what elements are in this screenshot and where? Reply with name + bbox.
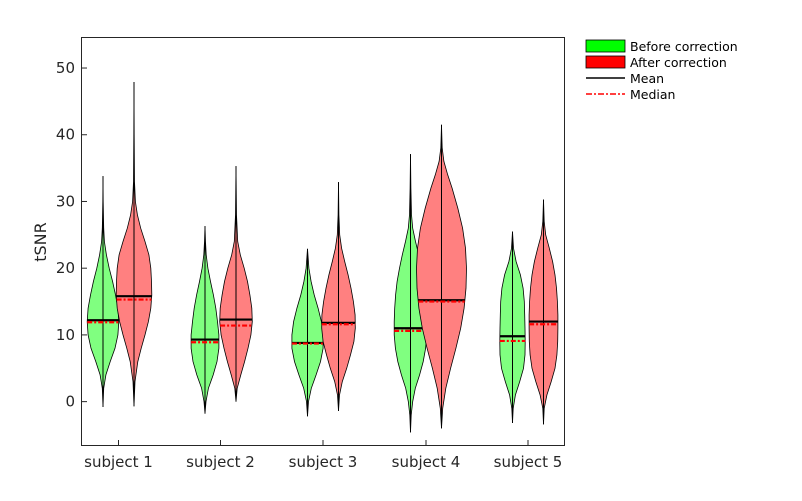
- y-axis: 0 10 20 30 40 50: [56, 59, 87, 411]
- y-tick-label: 30: [56, 192, 75, 210]
- y-tick-label: 0: [65, 393, 75, 411]
- violin-after-5: [528, 199, 559, 425]
- x-tick-label: subject 1: [84, 453, 153, 471]
- y-tick-label: 40: [56, 126, 75, 144]
- violin-before-4: [393, 154, 428, 433]
- violin-before-1: [86, 176, 120, 408]
- x-tick-label: subject 4: [392, 453, 461, 471]
- legend-label-median: Median: [630, 87, 675, 102]
- legend: Before correction After correction Mean …: [585, 39, 738, 102]
- violin-after-1: [115, 81, 153, 407]
- y-tick-label: 10: [56, 326, 75, 344]
- plot-area-frame: [81, 37, 565, 446]
- x-tick-label: subject 3: [289, 453, 358, 471]
- y-tick-label: 20: [56, 259, 75, 277]
- x-tick-label: subject 5: [494, 453, 563, 471]
- violin-before-3: [291, 248, 324, 417]
- legend-label-after: After correction: [630, 55, 727, 70]
- x-axis: subject 1 subject 2 subject 3 subject 4 subj…: [84, 440, 562, 471]
- legend-label-mean: Mean: [630, 71, 664, 86]
- y-tick-label: 50: [56, 59, 75, 77]
- violin-before-2: [190, 226, 220, 414]
- violin-after-3: [321, 182, 356, 412]
- legend-label-before: Before correction: [630, 39, 738, 54]
- violin-after-2: [219, 166, 253, 402]
- violin-before-5: [499, 231, 526, 424]
- violins-layer: [86, 81, 559, 433]
- legend-swatch-after: [585, 55, 626, 69]
- y-axis-label: tSNR: [31, 222, 50, 262]
- x-tick-label: subject 2: [186, 453, 255, 471]
- legend-swatch-before: [585, 39, 626, 53]
- violin-after-4: [416, 124, 467, 429]
